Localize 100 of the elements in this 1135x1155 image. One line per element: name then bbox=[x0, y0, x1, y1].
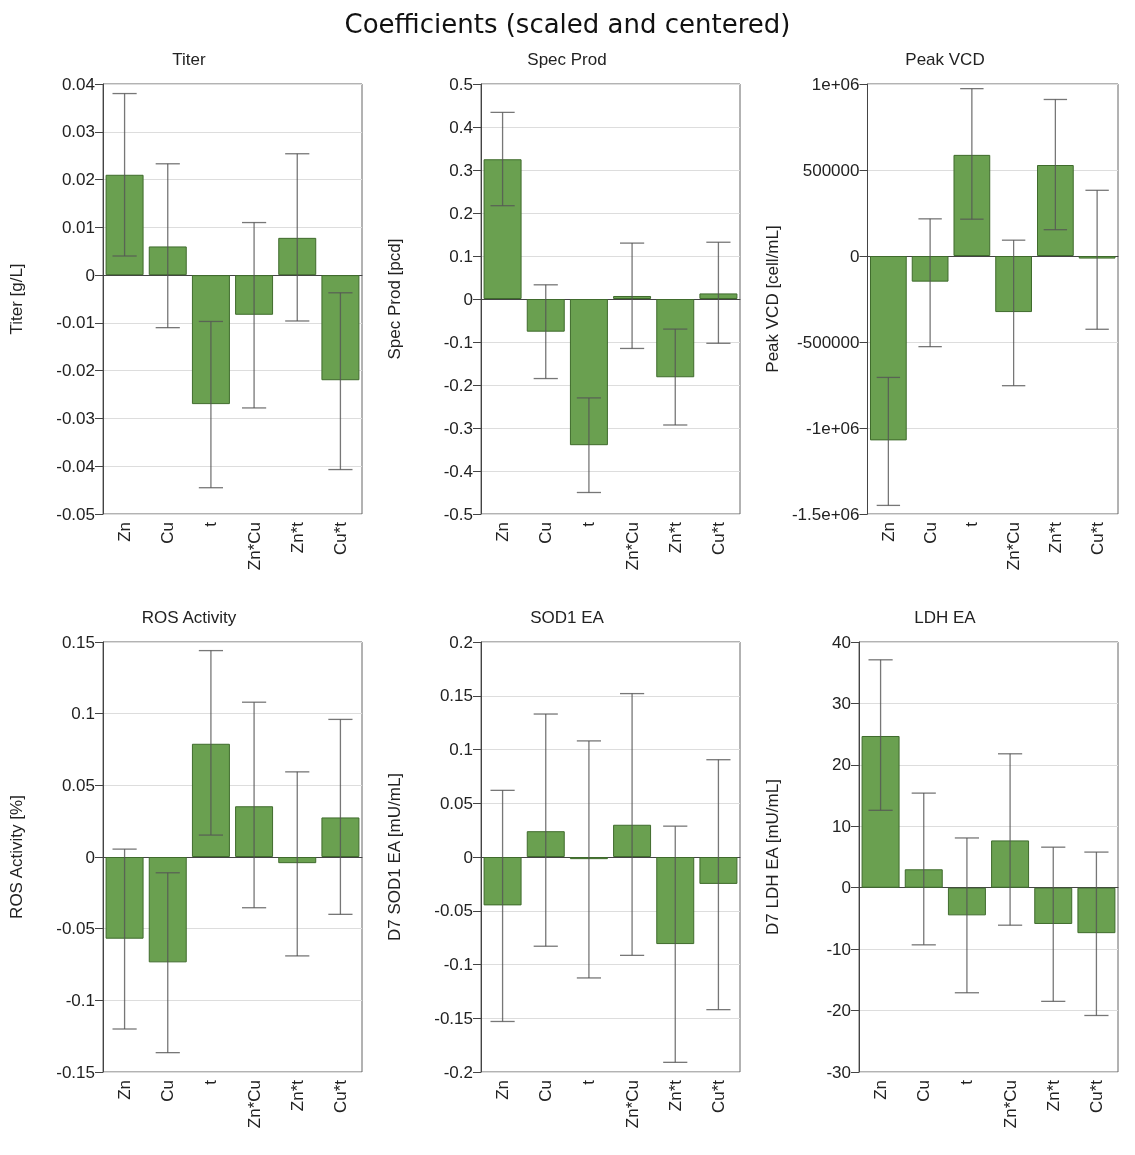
y-tick-label: -0.03 bbox=[56, 408, 95, 428]
bar bbox=[1037, 165, 1074, 256]
x-tick-label: Zn*t bbox=[287, 1079, 307, 1112]
y-tick-label: -10 bbox=[826, 939, 851, 959]
bar bbox=[904, 869, 943, 888]
y-tick-label: 30 bbox=[832, 693, 851, 713]
y-axis-title: Peak VCD [cell/mL] bbox=[763, 225, 782, 373]
y-tick-label: -0.1 bbox=[443, 332, 473, 352]
y-tick-label: 0.1 bbox=[449, 246, 473, 266]
x-tick-label: Cu*t bbox=[1087, 521, 1107, 556]
x-tick-label: t bbox=[579, 1079, 599, 1085]
x-tick-label: Cu bbox=[536, 1080, 556, 1102]
x-tick-label: Zn*Cu bbox=[244, 1080, 264, 1129]
y-tick-label: 0.1 bbox=[71, 704, 95, 724]
bar bbox=[699, 293, 738, 299]
y-tick-label: -0.05 bbox=[434, 901, 473, 921]
y-tick-label: -0.3 bbox=[443, 418, 473, 438]
chart-title: Peak VCD bbox=[905, 50, 985, 69]
y-tick-label: 0.4 bbox=[449, 117, 473, 137]
x-tick-label: Cu bbox=[920, 522, 940, 544]
y-tick-label: 1e+06 bbox=[811, 74, 860, 94]
bar bbox=[613, 295, 652, 299]
bar bbox=[278, 237, 317, 276]
bar bbox=[656, 857, 695, 945]
bar bbox=[861, 735, 900, 888]
bar bbox=[105, 857, 144, 939]
bar bbox=[526, 299, 565, 332]
y-tick-label: -0.1 bbox=[65, 990, 95, 1010]
x-tick-label: Cu bbox=[158, 1080, 178, 1102]
bar bbox=[235, 275, 274, 315]
y-tick-label: 0 bbox=[463, 289, 473, 309]
chart-title: Spec Prod bbox=[527, 50, 607, 69]
y-tick-label: 20 bbox=[832, 755, 851, 775]
y-tick-label: 0 bbox=[85, 847, 95, 867]
x-tick-label: Zn bbox=[115, 1080, 135, 1100]
y-tick-label: -0.05 bbox=[56, 504, 95, 524]
x-tick-label: Zn*t bbox=[1045, 521, 1065, 554]
y-axis-title: Titer [g/L] bbox=[7, 263, 26, 335]
y-tick-label: -0.1 bbox=[443, 955, 473, 974]
y-tick-label: -0.4 bbox=[443, 461, 473, 481]
bar bbox=[613, 824, 652, 857]
y-tick-label: 0.15 bbox=[439, 686, 473, 706]
y-tick-label: -0.2 bbox=[443, 1062, 473, 1082]
x-tick-label: Cu*t bbox=[330, 521, 350, 556]
x-tick-label: Cu*t bbox=[330, 1079, 350, 1114]
y-tick-label: 500000 bbox=[802, 160, 860, 180]
chart-title: ROS Activity bbox=[141, 608, 237, 627]
y-tick-label: 0.5 bbox=[449, 74, 473, 94]
y-tick-label: -0.05 bbox=[56, 919, 95, 939]
y-tick-label: 0.04 bbox=[61, 74, 95, 94]
x-tick-label: Zn*Cu bbox=[622, 1080, 642, 1129]
x-tick-label: Cu*t bbox=[708, 521, 728, 556]
bar bbox=[191, 743, 230, 857]
text: Coefficients (scaled and centered) bbox=[343, 8, 792, 41]
y-tick-label: -0.15 bbox=[56, 1062, 95, 1082]
bar bbox=[991, 840, 1030, 888]
x-tick-label: Zn bbox=[493, 1080, 513, 1100]
x-tick-label: Zn bbox=[871, 1080, 891, 1100]
y-tick-label: -500000 bbox=[797, 332, 860, 352]
bar bbox=[569, 299, 608, 446]
y-tick-label: -1e+06 bbox=[806, 418, 860, 438]
x-tick-label: Cu bbox=[536, 522, 556, 544]
y-tick-label: 0.3 bbox=[449, 160, 473, 180]
y-tick-label: 0.1 bbox=[449, 740, 473, 759]
x-tick-label: Zn bbox=[878, 522, 898, 542]
bar bbox=[1034, 887, 1073, 924]
y-tick-label: 10 bbox=[832, 816, 851, 836]
y-tick-label: 0.2 bbox=[449, 632, 473, 652]
x-tick-label: Zn bbox=[493, 522, 513, 542]
y-tick-label: -30 bbox=[826, 1062, 851, 1082]
x-tick-label: Zn*t bbox=[287, 521, 307, 554]
y-tick-label: -0.01 bbox=[56, 313, 95, 333]
x-tick-label: Cu*t bbox=[1086, 1079, 1106, 1114]
x-tick-label: Zn*Cu bbox=[622, 522, 642, 571]
bar bbox=[995, 256, 1032, 313]
y-tick-label: 0 bbox=[85, 265, 95, 285]
bar bbox=[321, 275, 360, 381]
bar bbox=[526, 831, 565, 857]
bar bbox=[656, 299, 695, 378]
y-tick-label: 0.15 bbox=[61, 632, 95, 652]
y-tick-label: 0.2 bbox=[449, 203, 473, 223]
bar bbox=[148, 246, 187, 276]
bar bbox=[911, 256, 949, 282]
x-tick-label: Cu*t bbox=[708, 1079, 728, 1114]
x-tick-label: Zn*Cu bbox=[1000, 1080, 1020, 1129]
bar bbox=[1077, 887, 1116, 934]
y-tick-label: -20 bbox=[826, 1001, 851, 1021]
y-tick-label: -1.5e+06 bbox=[791, 504, 860, 524]
x-tick-label: Cu bbox=[158, 522, 178, 544]
bar bbox=[699, 857, 738, 884]
bar bbox=[278, 857, 317, 864]
bar bbox=[483, 857, 522, 906]
y-tick-label: 0.02 bbox=[61, 170, 95, 190]
y-tick-label: -0.5 bbox=[443, 504, 473, 524]
y-axis-title: Spec Prod [pcd] bbox=[385, 238, 404, 360]
x-tick-label: t bbox=[201, 1079, 221, 1085]
y-axis-title: ROS Activity [%] bbox=[7, 795, 26, 919]
x-tick-label: Zn*t bbox=[1043, 1079, 1063, 1112]
x-tick-label: t bbox=[957, 1079, 977, 1085]
bar bbox=[321, 817, 360, 857]
